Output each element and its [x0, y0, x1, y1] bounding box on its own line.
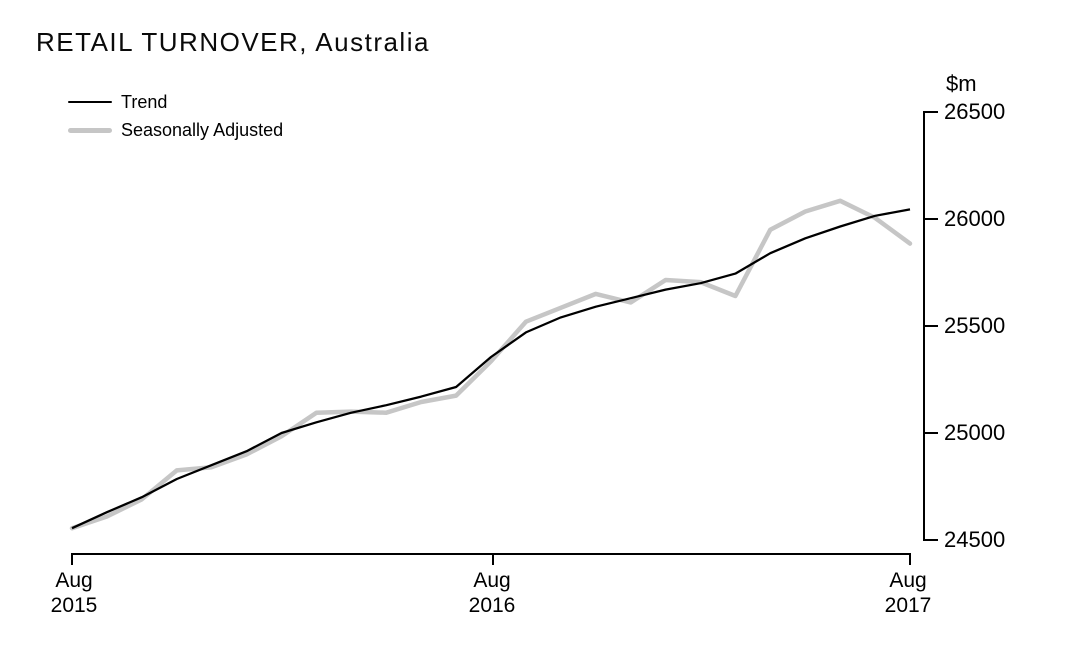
y-tick-24500: 24500 — [944, 527, 1006, 552]
x-axis — [71, 553, 911, 565]
x-tick-year: 2017 — [884, 594, 932, 617]
x-tick-aug-2015: Aug 2015 — [24, 568, 124, 618]
chart-title: RETAIL TURNOVER, Australia — [36, 27, 430, 57]
legend-item-seasonally-adjusted: Seasonally Adjusted — [68, 116, 283, 144]
x-tick-year: 2016 — [468, 594, 516, 617]
y-tick-26000: 26000 — [944, 206, 1006, 231]
y-tick-25000: 25000 — [944, 420, 1006, 445]
x-tick-month: Aug — [55, 569, 93, 592]
x-tick-aug-2017: Aug 2017 — [858, 568, 958, 618]
trend-line — [71, 208, 911, 530]
y-tick-25500: 25500 — [944, 313, 1006, 338]
y-axis — [923, 111, 938, 541]
x-tick-year: 2015 — [50, 594, 98, 617]
legend-label-seasonally-adjusted: Seasonally Adjusted — [121, 120, 284, 140]
x-tick-aug-2016: Aug 2016 — [442, 568, 542, 618]
legend: Trend Seasonally Adjusted — [68, 88, 283, 144]
seasonally-adjusted-line-swatch-icon — [68, 127, 112, 133]
trend-line-swatch-icon — [68, 101, 112, 103]
seasonally-adjusted-line — [69, 198, 913, 531]
legend-label-trend: Trend — [121, 92, 168, 112]
x-tick-month: Aug — [889, 569, 927, 592]
x-tick-month: Aug — [473, 569, 511, 592]
y-axis-unit-label: $m — [946, 71, 977, 96]
y-tick-26500: 26500 — [944, 99, 1006, 124]
legend-item-trend: Trend — [68, 88, 283, 116]
